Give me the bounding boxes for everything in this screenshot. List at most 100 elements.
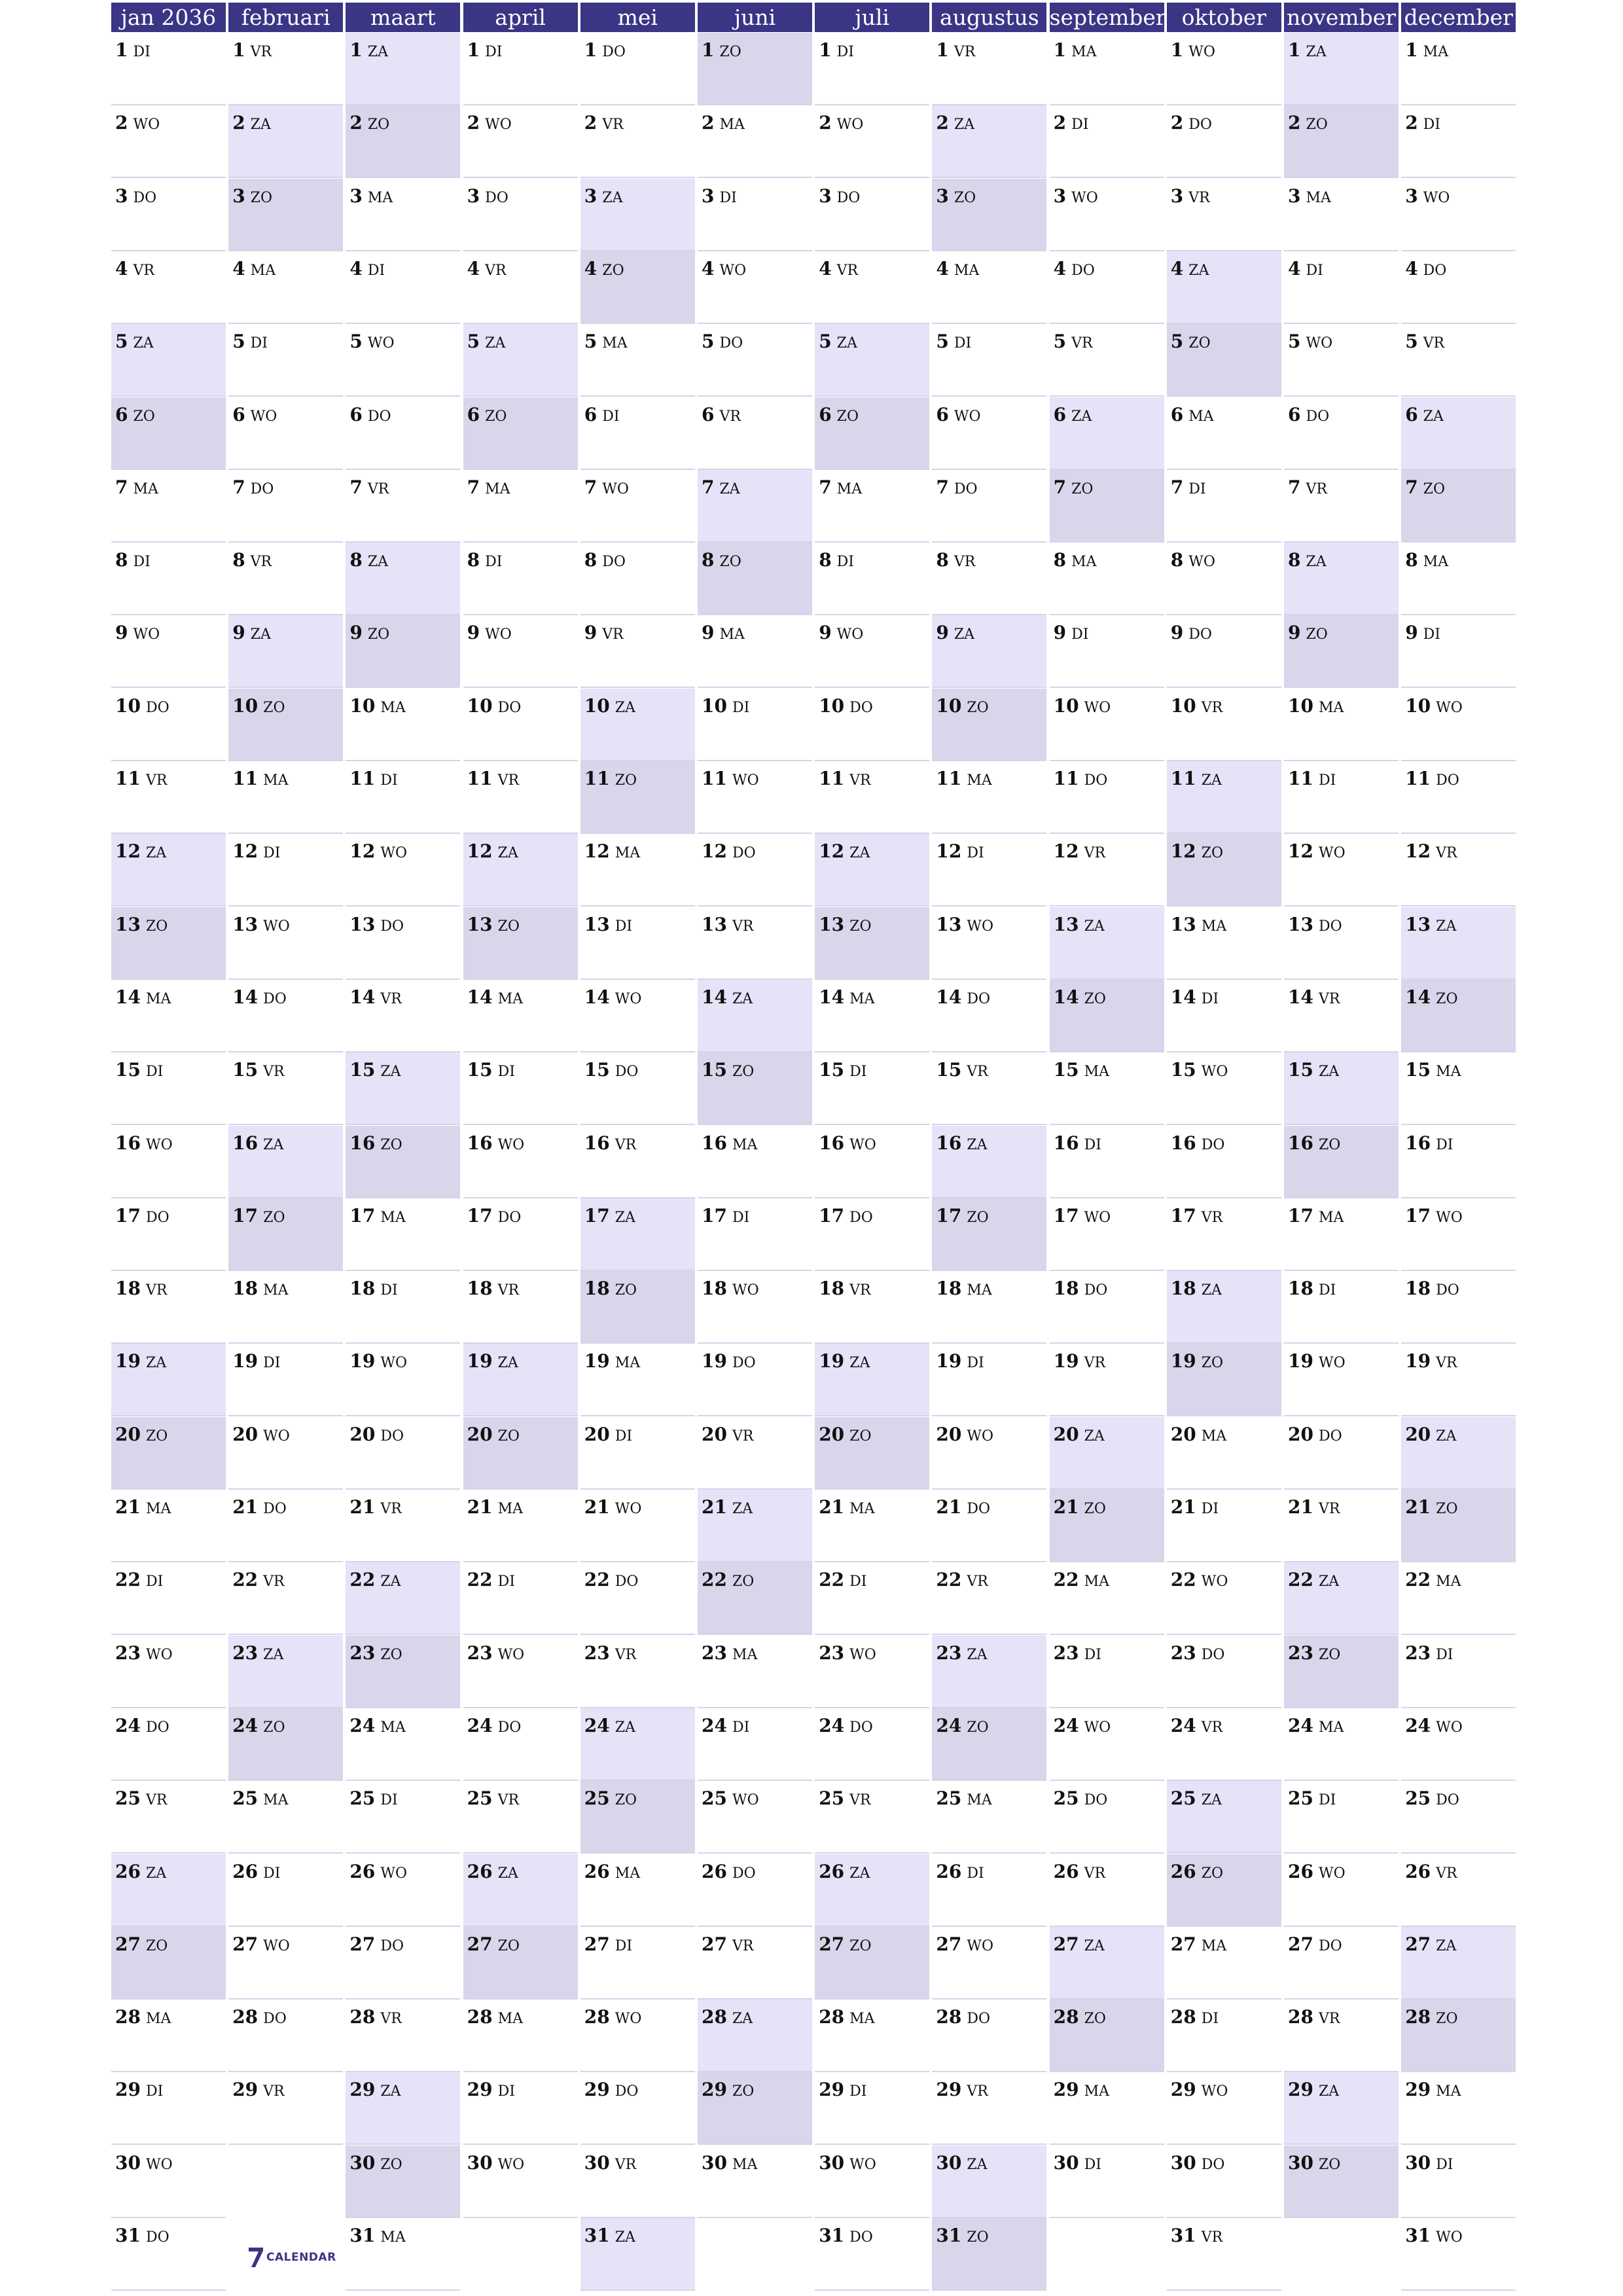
day-number: 7 xyxy=(819,476,832,498)
day-cell: 5 ZA xyxy=(111,324,226,397)
day-label: 21 MA xyxy=(467,1496,523,1518)
day-number: 30 xyxy=(349,2151,376,2174)
day-number: 5 xyxy=(115,331,128,353)
day-label: 28 ZA xyxy=(702,2006,753,2028)
day-cell: 19 WO xyxy=(1284,1344,1399,1417)
day-label: 25 ZA xyxy=(1171,1787,1222,1809)
day-cell: 8 DI xyxy=(463,543,578,616)
day-label: 23 WO xyxy=(467,1642,525,1664)
day-label: 10 ZA xyxy=(584,695,635,717)
day-number: 4 xyxy=(1053,257,1067,279)
day-cell: 20 ZA xyxy=(1401,1416,1516,1490)
day-number: 23 xyxy=(819,1641,845,1664)
day-cell: 4 DI xyxy=(1284,251,1399,324)
day-label: 14 WO xyxy=(584,986,642,1008)
day-label: 25 DO xyxy=(1054,1787,1108,1809)
day-label: 7 DO xyxy=(936,476,977,498)
weekday-abbr: ZO xyxy=(263,1719,285,1736)
day-number: 27 xyxy=(349,1933,376,1955)
weekday-abbr: DI xyxy=(836,554,855,571)
weekday-abbr: WO xyxy=(1201,2083,1228,2100)
day-number: 17 xyxy=(1288,1204,1313,1227)
weekday-abbr: ZA xyxy=(1084,1937,1105,1954)
weekday-abbr: DI xyxy=(732,1719,750,1736)
day-cell: 9 VR xyxy=(580,615,695,689)
day-label: 23 ZA xyxy=(232,1642,283,1664)
weekday-abbr: DI xyxy=(1436,2156,1454,2173)
day-number: 30 xyxy=(1405,2151,1431,2174)
day-number: 3 xyxy=(819,185,832,207)
day-cell: 8 ZA xyxy=(346,543,461,616)
weekday-abbr: DI xyxy=(615,1937,633,1954)
day-label: 31 VR xyxy=(1171,2225,1222,2246)
day-label: 11 VR xyxy=(467,768,519,789)
weekday-abbr: MA xyxy=(497,990,523,1007)
day-number: 21 xyxy=(1170,1496,1196,1518)
day-number: 28 xyxy=(349,2006,376,2028)
day-cell: 12 MA xyxy=(580,834,695,907)
day-cell: 28 MA xyxy=(111,2000,226,2073)
day-label: 4 WO xyxy=(702,258,746,279)
weekday-abbr: ZO xyxy=(1084,990,1106,1007)
weekday-abbr: WO xyxy=(849,1136,876,1153)
weekday-abbr: DO xyxy=(1201,1136,1225,1153)
day-label: 16 DI xyxy=(1405,1132,1453,1154)
weekday-abbr: ZA xyxy=(250,626,271,643)
day-cell: 17 DO xyxy=(815,1198,930,1271)
day-cell: 25 DI xyxy=(1284,1781,1399,1854)
weekday-abbr: WO xyxy=(1071,189,1098,206)
day-number: 19 xyxy=(936,1350,962,1372)
day-label: 19 ZA xyxy=(115,1350,166,1372)
day-label: 2 ZO xyxy=(349,112,389,134)
day-cell: 1 WO xyxy=(1166,33,1281,105)
day-label: 31 DO xyxy=(115,2225,169,2246)
day-label: 4 MA xyxy=(232,258,276,279)
day-cell: 6 WO xyxy=(932,397,1047,470)
weekday-abbr: ZO xyxy=(849,1937,872,1954)
day-cell: 27 ZA xyxy=(1049,1926,1164,2000)
weekday-abbr: WO xyxy=(263,1427,290,1444)
day-label: 17 WO xyxy=(1405,1205,1463,1227)
day-cell: 6 ZA xyxy=(1049,397,1164,470)
day-cell: 20 ZO xyxy=(815,1416,930,1490)
day-cell: 27 DI xyxy=(580,1927,695,2000)
day-number: 24 xyxy=(232,1714,259,1736)
day-number: 17 xyxy=(115,1204,141,1227)
day-number: 16 xyxy=(936,1132,962,1154)
day-cell: 1 ZA xyxy=(1284,33,1399,105)
day-label: 12 VR xyxy=(1054,840,1105,862)
day-cell: 20 WO xyxy=(228,1417,344,1490)
day-number: 8 xyxy=(349,549,363,571)
day-label: 8 ZA xyxy=(349,549,388,571)
day-number: 28 xyxy=(936,2006,962,2028)
day-number: 11 xyxy=(1288,768,1313,789)
day-label: 27 VR xyxy=(702,1933,753,1955)
day-number: 20 xyxy=(349,1423,376,1445)
weekday-abbr: ZO xyxy=(1084,2011,1106,2028)
day-cell: 23 DO xyxy=(1166,1636,1281,1708)
day-cell: 23 VR xyxy=(580,1636,695,1708)
day-label: 5 DI xyxy=(232,331,268,352)
day-label: 2 ZO xyxy=(1288,112,1328,134)
day-label: 4 DO xyxy=(1054,258,1095,279)
day-cell: 1 ZO xyxy=(698,33,812,105)
weekday-abbr: ZA xyxy=(497,1865,518,1882)
day-cell: 9 WO xyxy=(111,615,226,689)
weekday-abbr: MA xyxy=(263,772,289,789)
weekday-abbr: MA xyxy=(145,2011,171,2028)
weekday-abbr: WO xyxy=(954,408,981,425)
day-cell: 16 WO xyxy=(111,1126,226,1198)
weekday-abbr: MA xyxy=(967,1792,992,1809)
day-number: 22 xyxy=(349,1569,376,1591)
day-label: 17 DO xyxy=(115,1205,169,1227)
weekday-abbr: WO xyxy=(1201,1064,1228,1081)
weekday-abbr: ZO xyxy=(367,117,390,134)
day-cell: 19 VR xyxy=(1049,1344,1164,1417)
day-label: 29 MA xyxy=(1054,2079,1109,2100)
day-cell: 17 ZA xyxy=(580,1198,695,1271)
day-cell: 2 DI xyxy=(1049,105,1164,179)
day-cell: 24 DI xyxy=(698,1708,812,1781)
day-cell: 6 VR xyxy=(698,397,812,470)
day-cell: 9 ZO xyxy=(346,615,461,689)
weekday-abbr: ZO xyxy=(1423,480,1445,497)
